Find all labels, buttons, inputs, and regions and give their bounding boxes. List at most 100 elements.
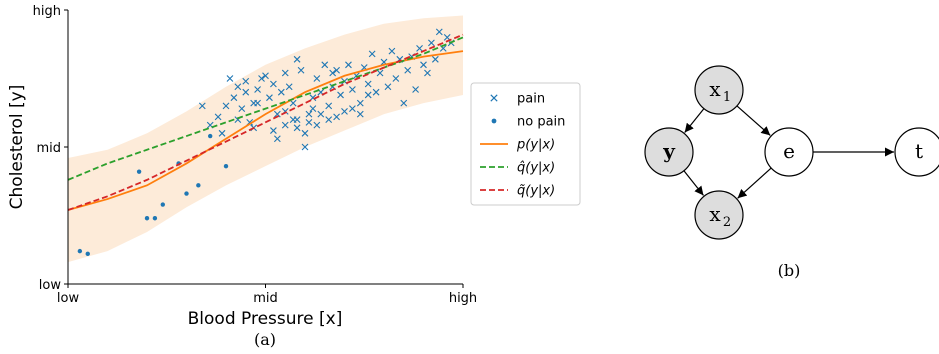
pain-point [341,107,348,115]
pain-point [293,116,301,123]
pain-point [238,105,246,113]
no-pain-point [136,169,142,174]
x-tick-label: mid [253,291,278,306]
pain-point [222,102,230,110]
pain-point [293,124,301,132]
curve-series [67,33,464,211]
pain-point [273,110,281,118]
legend-label: q̂(y|x) [517,161,555,176]
axis-ticks: low mid high low mid high [33,4,478,306]
y-tick-label: high [33,4,61,19]
pain-point [364,91,372,99]
pain-point [309,94,317,102]
pain-point [313,75,321,82]
pain-point [317,110,325,118]
node-label: e [783,139,795,163]
y-tick-label: mid [36,141,61,156]
pain-point [242,88,250,96]
pain-point [372,88,380,96]
pain-point [230,94,238,102]
pain-point [198,102,206,110]
pain-point [404,66,412,74]
pain-point [226,75,234,82]
pain-point [420,61,427,69]
legend-label: p(y|x) [516,138,555,153]
no-pain-scatter-series [77,133,229,257]
edge-e-x2 [737,167,772,199]
node-circle [694,190,744,240]
pain-point [443,34,451,41]
pain-point [258,75,265,82]
diagram-edges [683,105,894,199]
no-pain-point [223,163,229,169]
no-pain-point [196,183,201,188]
legend: pain no pain p(y|x) q̂(y|x) q̃(y|x) [470,82,581,206]
dashed-curve-d62728 [67,33,464,211]
pain-point [270,127,277,134]
no-pain-point [160,202,165,207]
pain-point [388,47,396,55]
confidence-band [68,15,463,263]
pain-point [313,121,321,129]
dashed-curve-2ca02c [67,36,464,181]
pain-point [301,143,309,151]
legend-label: no pain [517,115,565,130]
pain-point [301,129,309,137]
legend-marker [490,94,498,102]
pain-point [270,80,277,88]
no-pain-point [208,133,213,139]
node-subscript: 2 [723,215,731,230]
no-pain-point [144,216,150,221]
pain-point [273,135,281,143]
pain-point [431,55,439,63]
node-e: e [764,127,814,177]
no-pain-point [184,191,189,196]
legend-items: pain no pain p(y|x) q̂(y|x) q̃(y|x) [480,92,565,199]
pain-point [325,116,333,123]
pain-point [333,113,340,121]
pain-point [333,66,340,74]
legend-box [470,82,581,206]
edge-x1-e [736,105,771,136]
pain-point [329,69,337,77]
pain-point [428,39,435,47]
pain-point [392,75,400,82]
panel-label-b: (b) [778,261,801,280]
node-label: t [915,139,923,163]
node-circle [644,127,694,177]
x-tick-label: low [57,291,80,306]
pain-point [356,99,364,107]
pain-point [376,69,384,77]
pain-point [281,121,289,129]
legend-marker [491,118,497,124]
pain-point [356,110,364,118]
pain-point [424,69,431,77]
pain-point [325,102,333,110]
pain-point [254,86,261,93]
pain-point [297,66,305,74]
pain-point [305,110,313,118]
legend-label: q̃(y|x) [517,184,555,199]
pain-point [368,50,376,58]
no-pain-point [152,216,158,221]
pain-point [416,44,423,52]
pain-point [242,77,250,85]
node-circle [694,65,744,115]
node-subscript: 1 [723,90,731,105]
pain-point [214,113,222,121]
edge-y-x2 [683,170,704,196]
pain-point [337,91,344,99]
pain-point [384,83,392,91]
edge-x1-y [684,108,705,133]
pain-point [435,28,443,36]
no-pain-point [85,251,90,257]
pain-point [289,99,297,107]
pain-point [364,80,372,88]
pain-point [400,99,408,107]
node-circle [764,127,814,177]
pain-point [412,86,419,93]
